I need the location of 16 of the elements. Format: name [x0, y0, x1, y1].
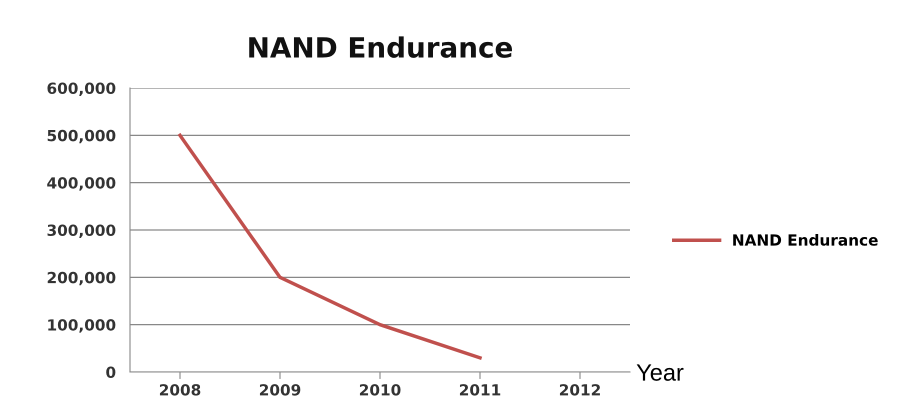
legend-label: NAND Endurance [733, 234, 878, 246]
line-series [178, 134, 482, 360]
y-tick-label: 0 [106, 366, 116, 378]
x-tick-label: 2012 [560, 384, 600, 396]
y-tick-label: 500,000 [48, 130, 116, 144]
y-tick-label: 400,000 [47, 177, 116, 191]
x-tick-label: 2009 [260, 384, 300, 396]
x-tick-label: 2008 [160, 384, 200, 396]
y-tick-label: 300,000 [48, 224, 116, 238]
x-tick-label: 2010 [360, 384, 401, 396]
y-tick-label: 200,000 [48, 272, 116, 286]
y-tick-label: 600,000 [47, 82, 116, 96]
x-tick-label: 2011 [460, 384, 500, 396]
x-axis-title: Year [636, 364, 684, 381]
y-tick-label: 100,000 [48, 319, 116, 333]
chart-title: NAND Endurance [249, 36, 512, 58]
